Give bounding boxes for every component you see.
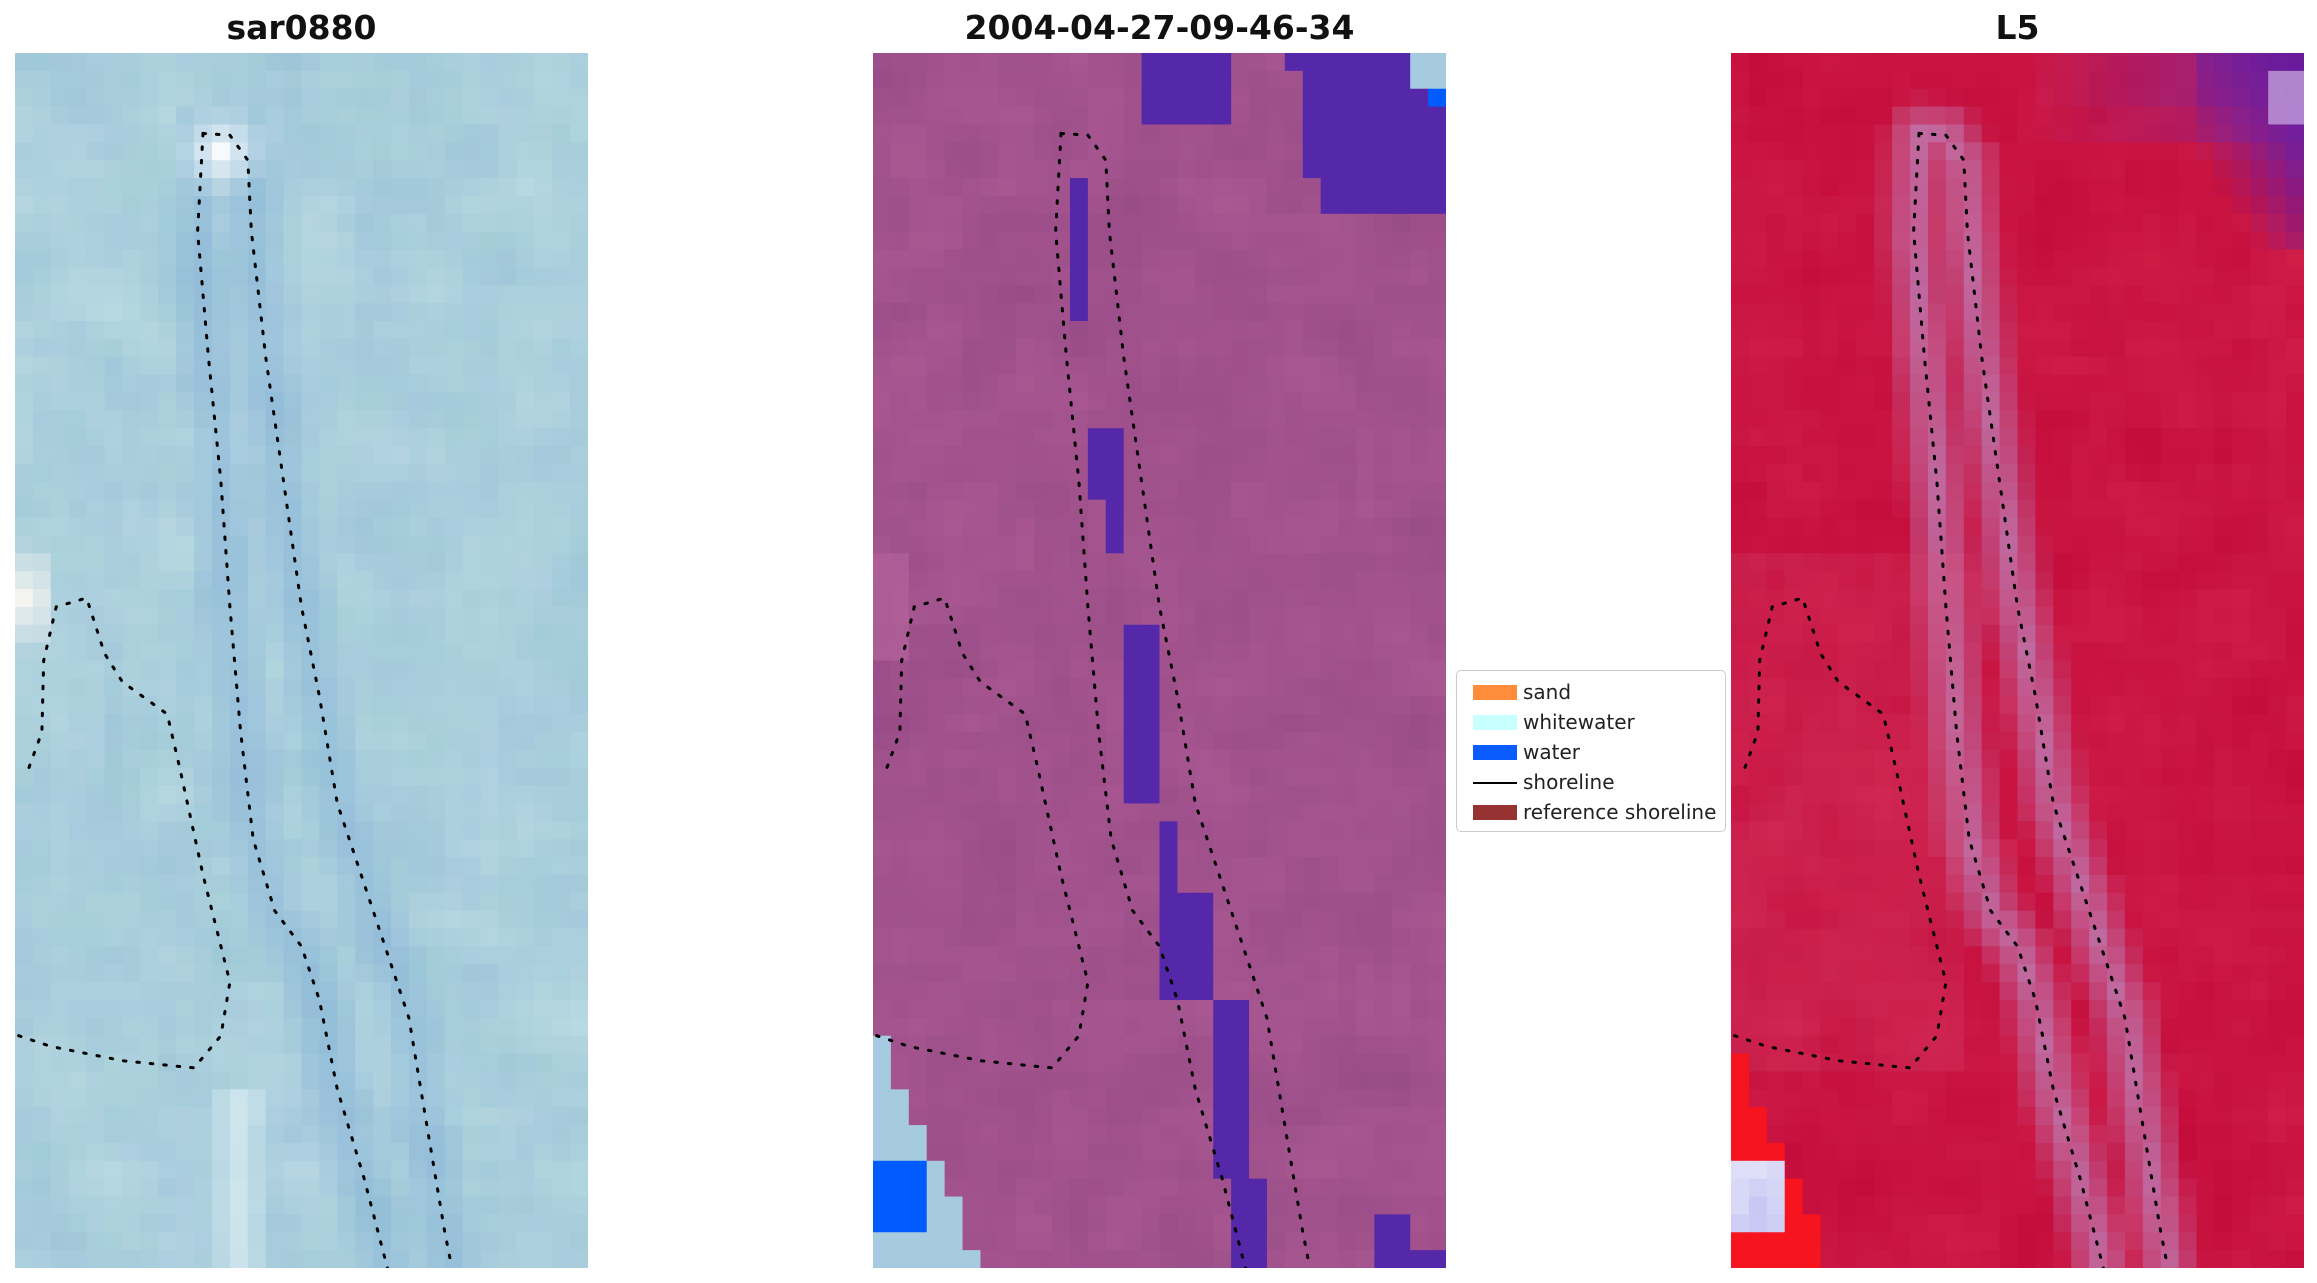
classified-image bbox=[873, 53, 1446, 1268]
rgb-image-panel bbox=[15, 53, 588, 1268]
shoreline-line-swatch bbox=[1473, 782, 1517, 784]
legend: sand whitewater water shoreline referenc… bbox=[1456, 670, 1726, 832]
panel-title-rgb: sar0880 bbox=[226, 8, 377, 47]
legend-item-reference-shoreline: reference shoreline bbox=[1457, 797, 1725, 827]
shoreline-dotted-line bbox=[17, 596, 232, 1070]
legend-item-sand: sand bbox=[1457, 677, 1725, 707]
whitewater-swatch bbox=[1473, 715, 1517, 730]
legend-label: water bbox=[1523, 740, 1580, 764]
shoreline-dotted-line bbox=[1054, 131, 1247, 1268]
index-image bbox=[1731, 53, 2304, 1268]
shoreline-dotted-line bbox=[1733, 596, 1948, 1070]
legend-item-shoreline: shoreline bbox=[1457, 767, 1725, 797]
legend-label: reference shoreline bbox=[1523, 800, 1717, 824]
shoreline-dotted-line bbox=[196, 131, 389, 1268]
panel-title-index: L5 bbox=[1995, 8, 2040, 47]
legend-label: shoreline bbox=[1523, 770, 1615, 794]
legend-label: sand bbox=[1523, 680, 1572, 704]
shoreline-dotted-line bbox=[1912, 131, 2105, 1268]
panel-title-classified: 2004-04-27-09-46-34 bbox=[964, 8, 1355, 47]
sand-swatch bbox=[1473, 685, 1517, 700]
legend-item-water: water bbox=[1457, 737, 1725, 767]
reference-shoreline-swatch bbox=[1473, 805, 1517, 820]
water-swatch bbox=[1473, 745, 1517, 760]
index-image-panel bbox=[1731, 53, 2304, 1268]
classified-image-panel bbox=[873, 53, 1446, 1268]
rgb-image bbox=[15, 53, 588, 1268]
legend-label: whitewater bbox=[1523, 710, 1635, 734]
shoreline-dotted-line bbox=[201, 131, 454, 1268]
legend-item-whitewater: whitewater bbox=[1457, 707, 1725, 737]
shoreline-dotted-line bbox=[1917, 131, 2170, 1268]
shoreline-dotted-line bbox=[1059, 131, 1312, 1268]
shoreline-dotted-line bbox=[875, 596, 1090, 1070]
